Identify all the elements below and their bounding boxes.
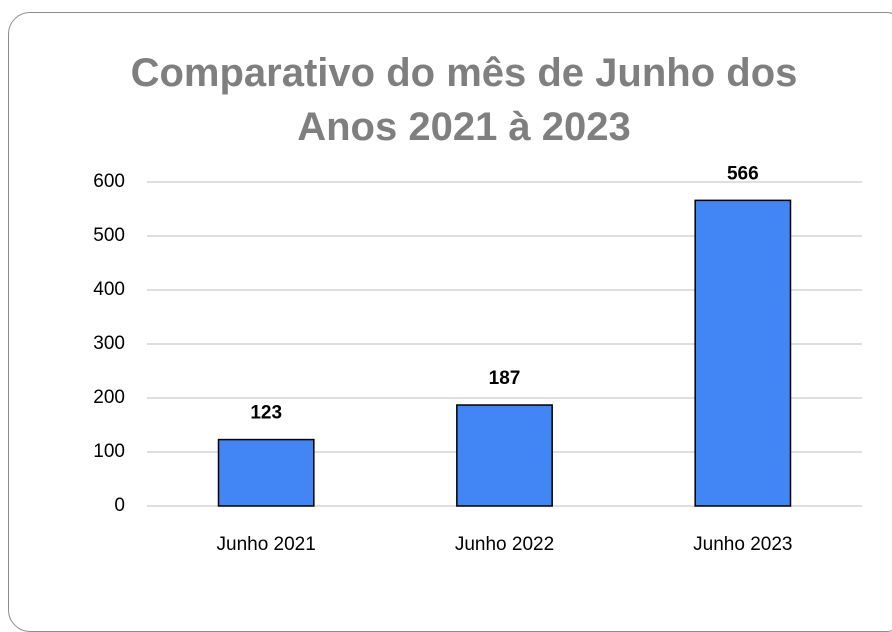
y-tick-label: 500 xyxy=(93,225,125,246)
data-label: 123 xyxy=(250,403,282,424)
bar xyxy=(217,438,315,507)
y-tick-label: 400 xyxy=(93,279,125,300)
data-label: 566 xyxy=(727,163,759,184)
y-tick-label: 100 xyxy=(93,441,125,462)
y-tick-label: 0 xyxy=(114,495,125,516)
x-tick-label: Junho 2023 xyxy=(693,534,792,555)
x-tick-label: Junho 2022 xyxy=(455,534,554,555)
y-tick-label: 200 xyxy=(93,387,125,408)
bar xyxy=(694,199,792,507)
y-tick-label: 300 xyxy=(93,333,125,354)
y-tick-label: 600 xyxy=(93,171,125,192)
chart-title: Comparativo do mês de Junho dos Anos 202… xyxy=(130,51,798,149)
x-tick-label: Junho 2021 xyxy=(217,534,316,555)
bar xyxy=(456,404,553,507)
data-label: 187 xyxy=(489,368,521,389)
